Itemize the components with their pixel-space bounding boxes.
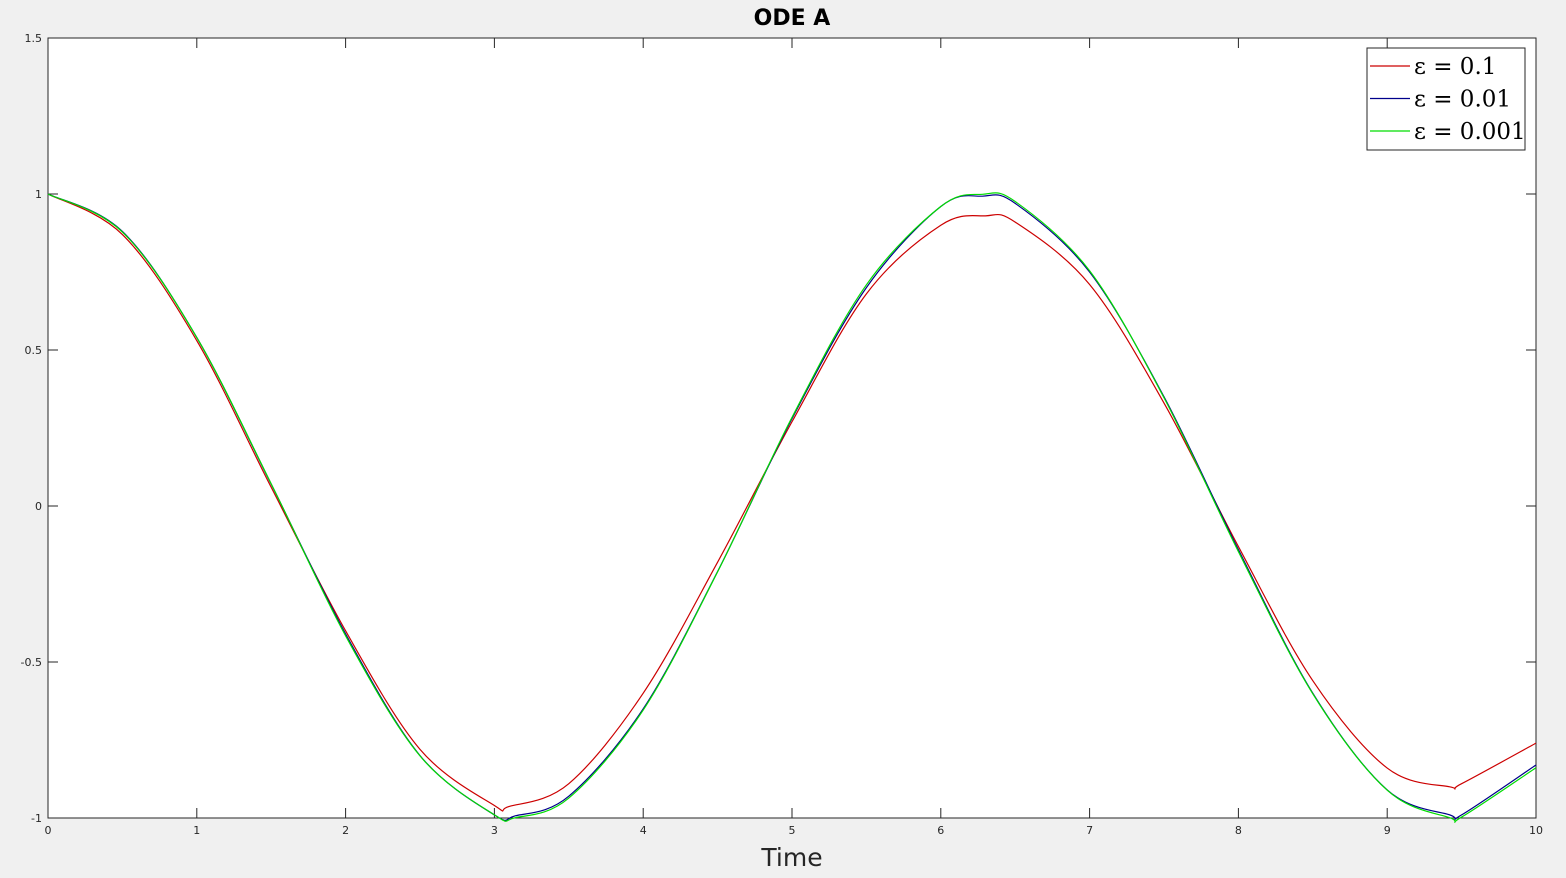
y-tick-label: -0.5 <box>21 656 42 669</box>
x-tick-label: 7 <box>1086 824 1093 837</box>
y-tick-label: 1.5 <box>25 32 43 45</box>
x-tick-label: 2 <box>342 824 349 837</box>
axis-ticks <box>47 37 1537 819</box>
legend-label: ε = 0.01 <box>1414 87 1511 113</box>
x-tick-label: 4 <box>640 824 647 837</box>
y-tick-label: -1 <box>31 812 42 825</box>
legend-label: ε = 0.001 <box>1414 119 1526 145</box>
x-tick-label: 3 <box>491 824 498 837</box>
x-tick-label: 9 <box>1384 824 1391 837</box>
chart-title: ODE A <box>754 6 831 31</box>
legend: ε = 0.1 ε = 0.01 ε = 0.001 <box>1366 47 1526 151</box>
x-tick-label: 6 <box>937 824 944 837</box>
x-tick-label: 1 <box>193 824 200 837</box>
series-line-eps-0-001 <box>47 192 1537 823</box>
x-axis-label: Time <box>760 843 822 872</box>
y-tick-label: 0.5 <box>25 344 43 357</box>
x-tick-label: 8 <box>1235 824 1242 837</box>
x-tick-label: 5 <box>789 824 796 837</box>
y-tick-label: 0 <box>35 500 42 513</box>
legend-label: ε = 0.1 <box>1414 54 1496 80</box>
y-tick-labels: -1 -0.5 0 0.5 1 1.5 <box>21 32 42 825</box>
series-lines <box>47 192 1537 823</box>
x-tick-labels: 0 1 2 3 4 5 6 7 8 9 10 <box>45 824 1544 837</box>
x-tick-label: 10 <box>1529 824 1543 837</box>
y-tick-label: 1 <box>35 188 42 201</box>
plot-area <box>47 37 1537 819</box>
x-tick-label: 0 <box>45 824 52 837</box>
